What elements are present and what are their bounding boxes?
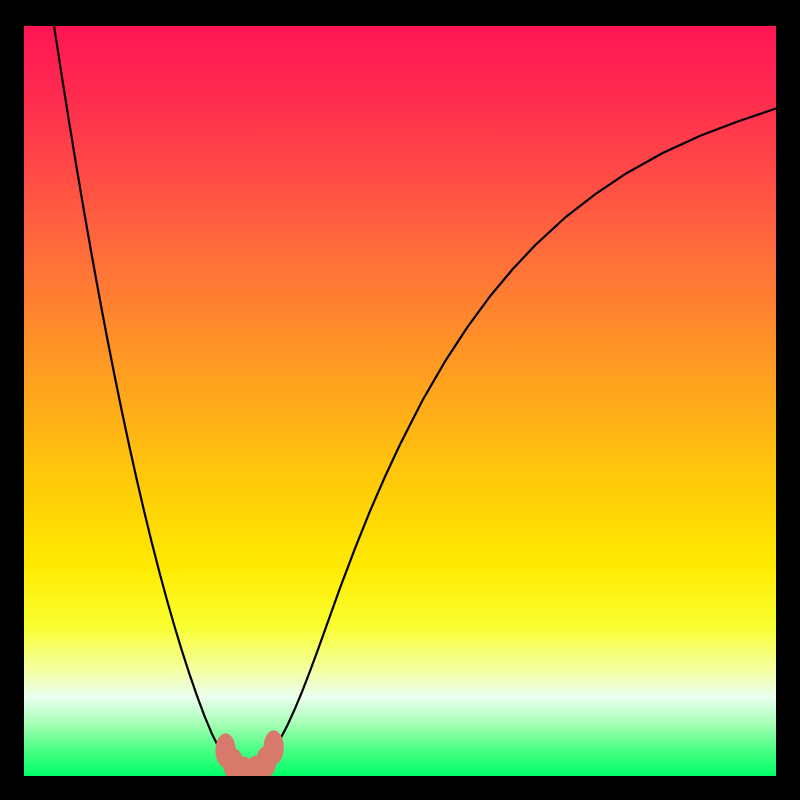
chart-container: TheBottleneck.com [0,0,800,800]
bottleneck-curve-chart [0,0,800,800]
valley-marker [264,730,284,765]
gradient-background [24,26,776,776]
